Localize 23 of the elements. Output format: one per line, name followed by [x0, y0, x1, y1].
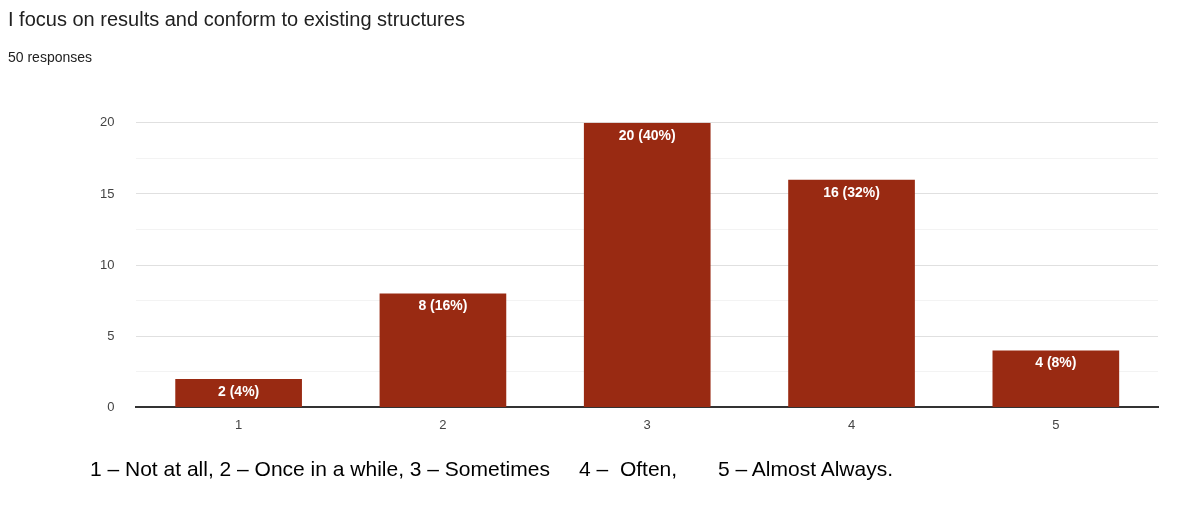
x-tick-label: 5: [1052, 416, 1060, 432]
data-label: 2 (4%): [218, 382, 260, 399]
y-tick-label: 10: [99, 256, 115, 272]
data-label: 20 (40%): [618, 126, 676, 143]
x-tick-label: 2: [439, 416, 447, 432]
x-tick-label: 1: [235, 416, 243, 432]
y-tick-label: 0: [107, 398, 115, 414]
bar: [788, 179, 915, 407]
bar: [583, 122, 711, 407]
data-label: 16 (32%): [823, 183, 880, 200]
x-tick-label: 3: [643, 416, 651, 432]
y-tick-label: 15: [99, 185, 115, 201]
y-tick-label: 5: [107, 327, 115, 343]
chart-subtitle: 50 responses: [8, 49, 94, 65]
bar: [379, 293, 507, 407]
bar: [992, 350, 1120, 407]
data-label: 8 (16%): [418, 297, 468, 314]
data-label: 4 (8%): [1035, 354, 1077, 371]
y-tick-label: 20: [99, 114, 115, 130]
bar: [175, 378, 302, 407]
x-tick-label: 4: [847, 416, 856, 432]
chart-title: I focus on results and conform to existing structures: [8, 8, 466, 31]
text: 1 – Not at all, 2 – Once in a while, 3 – Sometimes 4 – Often, 5 – Almost Always.: [90, 457, 895, 481]
